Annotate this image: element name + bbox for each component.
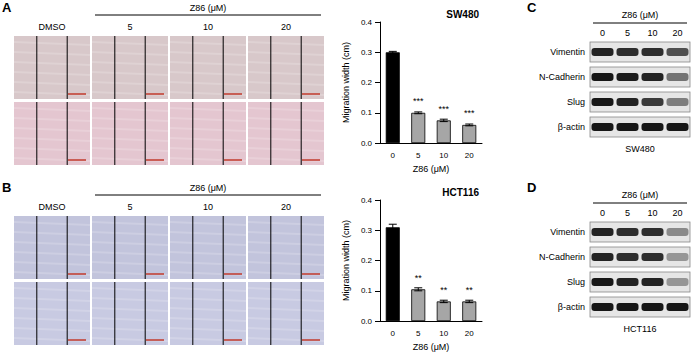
svg-text:Slug: Slug <box>567 97 585 107</box>
svg-text:0.4: 0.4 <box>361 18 373 27</box>
svg-text:HCT116: HCT116 <box>624 324 657 334</box>
svg-text:C: C <box>527 0 537 15</box>
svg-text:0: 0 <box>600 208 605 218</box>
svg-text:20: 20 <box>672 28 682 38</box>
svg-text:**: ** <box>415 273 423 283</box>
svg-text:DMSO: DMSO <box>39 202 66 212</box>
svg-text:0: 0 <box>391 329 396 338</box>
svg-text:Vimentin: Vimentin <box>550 227 585 237</box>
svg-text:Z86 (μM): Z86 (μM) <box>190 183 227 193</box>
svg-text:0.1: 0.1 <box>361 108 373 117</box>
svg-text:20: 20 <box>465 151 474 160</box>
svg-text:Z86 (μM): Z86 (μM) <box>190 3 227 13</box>
svg-text:0.0: 0.0 <box>361 317 373 326</box>
svg-text:SW480: SW480 <box>446 9 479 20</box>
svg-text:β-actin: β-actin <box>558 122 585 132</box>
svg-text:10: 10 <box>203 202 213 212</box>
svg-text:5: 5 <box>127 202 132 212</box>
svg-text:20: 20 <box>281 202 291 212</box>
svg-text:20: 20 <box>281 22 291 32</box>
svg-text:Slug: Slug <box>567 277 585 287</box>
svg-text:Vimentin: Vimentin <box>550 47 585 57</box>
svg-text:5: 5 <box>625 208 630 218</box>
svg-text:0: 0 <box>391 151 396 160</box>
svg-text:0.1: 0.1 <box>361 286 373 295</box>
svg-text:HCT116: HCT116 <box>442 187 479 198</box>
svg-text:10: 10 <box>439 151 448 160</box>
svg-text:N-Cadherin: N-Cadherin <box>539 72 585 82</box>
svg-text:DMSO: DMSO <box>39 22 66 32</box>
svg-text:0.4: 0.4 <box>361 196 373 205</box>
svg-text:***: *** <box>464 108 475 118</box>
svg-text:D: D <box>527 180 536 195</box>
svg-text:**: ** <box>440 285 448 295</box>
svg-text:20: 20 <box>465 329 474 338</box>
svg-text:***: *** <box>413 96 424 106</box>
svg-text:10: 10 <box>203 22 213 32</box>
svg-text:10: 10 <box>647 208 657 218</box>
svg-text:Z86 (μM): Z86 (μM) <box>413 342 450 352</box>
svg-text:5: 5 <box>416 329 421 338</box>
svg-text:10: 10 <box>647 28 657 38</box>
svg-text:0.2: 0.2 <box>361 78 373 87</box>
svg-text:Z86 (μM): Z86 (μM) <box>622 10 659 20</box>
svg-text:Z86 (μM): Z86 (μM) <box>622 190 659 200</box>
svg-text:β-actin: β-actin <box>558 302 585 312</box>
svg-text:A: A <box>2 0 12 15</box>
svg-text:Z86 (μM): Z86 (μM) <box>413 164 450 174</box>
svg-text:5: 5 <box>127 22 132 32</box>
svg-text:0.3: 0.3 <box>361 226 373 235</box>
svg-text:5: 5 <box>625 28 630 38</box>
svg-text:20: 20 <box>672 208 682 218</box>
svg-text:Migration width (cm): Migration width (cm) <box>341 42 351 123</box>
svg-text:0.0: 0.0 <box>361 139 373 148</box>
svg-text:***: *** <box>439 104 450 114</box>
svg-text:0.2: 0.2 <box>361 256 373 265</box>
svg-text:B: B <box>2 180 11 195</box>
svg-text:SW480: SW480 <box>625 144 655 154</box>
svg-text:10: 10 <box>439 329 448 338</box>
svg-text:Migration width (cm): Migration width (cm) <box>341 220 351 301</box>
svg-text:N-Cadherin: N-Cadherin <box>539 252 585 262</box>
svg-text:**: ** <box>466 285 474 295</box>
svg-text:5: 5 <box>416 151 421 160</box>
svg-text:0: 0 <box>600 28 605 38</box>
svg-text:0.3: 0.3 <box>361 48 373 57</box>
